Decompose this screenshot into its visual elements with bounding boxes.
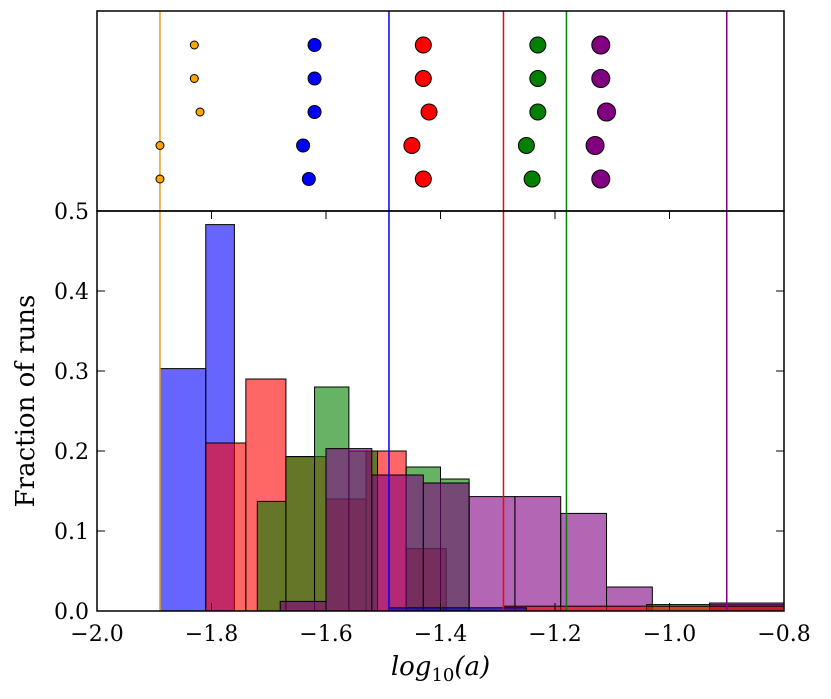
x-tick-label: −0.8 xyxy=(757,622,810,647)
scatter-point xyxy=(403,137,421,154)
histogram-bar xyxy=(205,442,247,612)
scatter-point xyxy=(414,36,432,54)
histogram-bar xyxy=(325,448,373,612)
histogram-bar xyxy=(514,496,562,612)
scatter-point xyxy=(307,38,322,52)
scatter-point xyxy=(591,69,611,88)
x-axis-label-arg: (a) xyxy=(454,652,490,682)
scatter-point xyxy=(591,169,611,189)
scatter-point xyxy=(155,141,165,150)
histogram-bar xyxy=(256,500,287,612)
top-panel-points xyxy=(155,35,617,189)
y-tick-label: 0.4 xyxy=(54,280,89,305)
histogram-bar xyxy=(422,482,470,612)
x-axis-label: log10(a) xyxy=(391,652,490,686)
scatter-point xyxy=(414,70,432,87)
x-axis-label-base: log xyxy=(391,652,432,682)
axis-ticks xyxy=(96,210,785,612)
x-tick-label: −1.2 xyxy=(528,622,581,647)
scatter-point xyxy=(523,170,541,188)
scatter-point xyxy=(414,170,432,188)
y-axis-label: Fraction of runs xyxy=(11,295,41,508)
y-tick-label: 0.1 xyxy=(54,520,89,545)
histogram-bar xyxy=(468,496,516,612)
scatter-point xyxy=(189,74,199,83)
y-tick-label: 0.2 xyxy=(54,440,89,465)
y-tick-label: 0.0 xyxy=(54,600,89,625)
scatter-point xyxy=(301,172,316,186)
scatter-point xyxy=(591,35,611,55)
x-tick-label: −1.0 xyxy=(643,622,696,647)
histogram-bar xyxy=(279,600,327,612)
scatter-point xyxy=(529,70,547,87)
scatter-point xyxy=(296,138,311,153)
x-tick-label: −2.0 xyxy=(70,622,123,647)
x-tick-label: −1.6 xyxy=(299,622,352,647)
scatter-point xyxy=(307,71,322,86)
scatter-point xyxy=(307,105,322,119)
scatter-point xyxy=(189,40,199,50)
vertical-reference-lines xyxy=(159,11,728,611)
axis-tick-labels: −2.0 −1.8 −1.6 −1.4 −1.2 −1.0 −0.8 0.0 0.1 0.2 0.3… xyxy=(54,200,811,647)
scatter-point xyxy=(155,174,165,184)
y-tick-label: 0.5 xyxy=(54,200,89,225)
histogram-bar xyxy=(371,474,424,612)
x-tick-label: −1.4 xyxy=(414,622,467,647)
scatter-point xyxy=(585,136,605,155)
x-axis-label-sub: 10 xyxy=(431,665,454,686)
scatter-point xyxy=(517,137,535,154)
scatter-point xyxy=(529,103,547,121)
scatter-point xyxy=(195,107,205,117)
x-tick-label: −1.8 xyxy=(185,622,238,647)
y-tick-label: 0.3 xyxy=(54,360,89,385)
histogram-bar xyxy=(285,456,316,612)
scatter-point xyxy=(597,102,617,122)
histogram-bar xyxy=(159,368,207,612)
scatter-point xyxy=(420,103,438,121)
histogram-layer xyxy=(159,224,653,612)
scatter-point xyxy=(529,36,547,54)
histogram-bar xyxy=(560,512,608,612)
